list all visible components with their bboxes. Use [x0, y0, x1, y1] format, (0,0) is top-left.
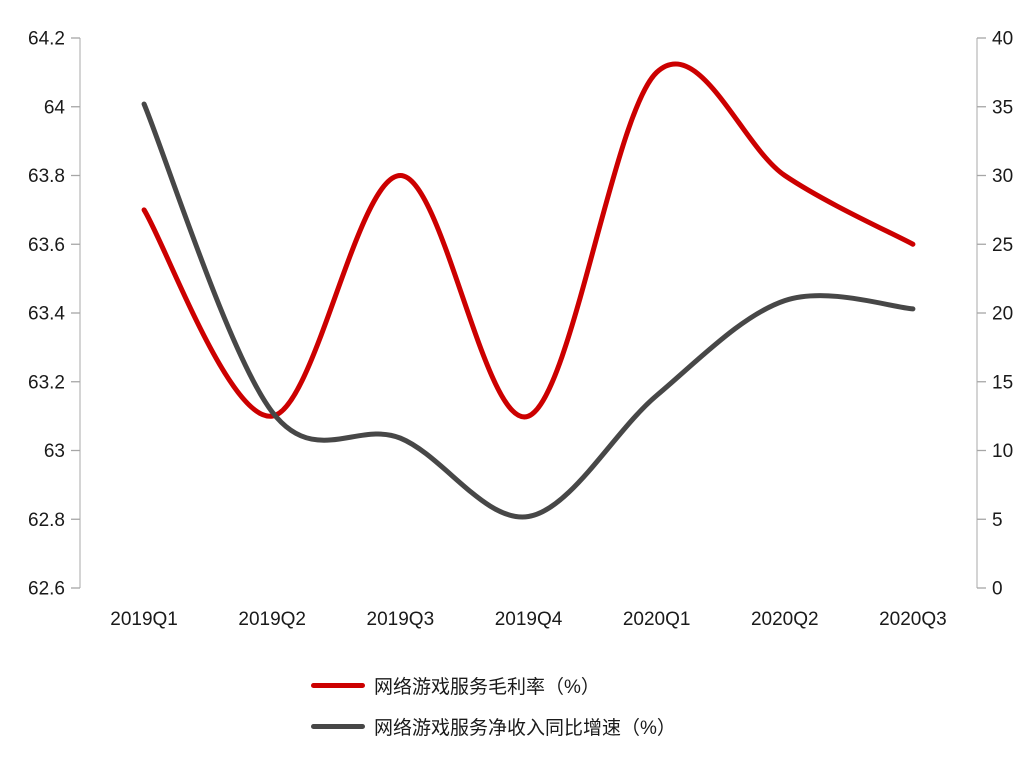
- left-axis-tick-label: 63.8: [28, 166, 65, 187]
- right-axis-tick-label: 15: [992, 372, 1013, 393]
- left-axis-tick-label: 63: [44, 441, 65, 462]
- series-line-gross-margin: [141, 61, 916, 420]
- left-axis-tick-label: 63.6: [28, 235, 65, 256]
- x-axis-category-label: 2020Q3: [879, 609, 947, 630]
- legend-item-revenue-growth: 网络游戏服务净收入同比增速（%）: [311, 713, 676, 740]
- left-axis-tick-label: 64: [44, 97, 66, 118]
- right-axis-tick-label: 5: [992, 510, 1003, 531]
- legend-swatch-gray-line: [311, 724, 365, 729]
- series-line-revenue-growth: [141, 101, 916, 520]
- right-axis-tick-label: 35: [992, 97, 1013, 118]
- line-chart: 64.2 64 63.8 63.6 63.4 63.2 63 62.8 62.6 40 35 30 25…: [28, 29, 1013, 631]
- left-axis-tick-label: 63.2: [28, 372, 65, 393]
- x-axis-labels: 2019Q1 2019Q2 2019Q3 2019Q4 2020Q1 2020Q2 2020…: [110, 609, 946, 630]
- right-axis-tick-label: 20: [992, 304, 1013, 325]
- left-axis-tick-label: 63.4: [28, 304, 65, 325]
- x-axis-category-label: 2020Q2: [751, 609, 819, 630]
- left-axis-tick-label: 62.6: [28, 579, 65, 600]
- right-axis-tick-label: 30: [992, 166, 1013, 187]
- legend-swatch-red-line: [311, 683, 365, 688]
- x-axis-category-label: 2019Q1: [110, 609, 178, 630]
- y-axis-right: 40 35 30 25 20 15 10 5 0: [977, 29, 1013, 600]
- left-axis-tick-label: 64.2: [28, 29, 65, 50]
- x-axis-category-label: 2019Q4: [495, 609, 563, 630]
- legend: 网络游戏服务毛利率（%） 网络游戏服务净收入同比增速（%）: [311, 672, 676, 740]
- x-axis-category-label: 2019Q2: [238, 609, 306, 630]
- right-axis-tick-label: 40: [992, 29, 1013, 50]
- axes: [79, 38, 978, 588]
- left-axis-tick-label: 62.8: [28, 510, 65, 531]
- legend-label-revenue-growth: 网络游戏服务净收入同比增速（%）: [374, 718, 676, 739]
- x-axis-category-label: 2020Q1: [623, 609, 691, 630]
- right-axis-tick-label: 0: [992, 579, 1003, 600]
- right-axis-tick-label: 10: [992, 441, 1013, 462]
- right-axis-tick-label: 25: [992, 235, 1013, 256]
- x-axis-category-label: 2019Q3: [367, 609, 435, 630]
- legend-label-gross-margin: 网络游戏服务毛利率（%）: [374, 677, 600, 698]
- legend-item-gross-margin: 网络游戏服务毛利率（%）: [311, 672, 676, 699]
- y-axis-left: 64.2 64 63.8 63.6 63.4 63.2 63 62.8 62.6: [28, 29, 80, 600]
